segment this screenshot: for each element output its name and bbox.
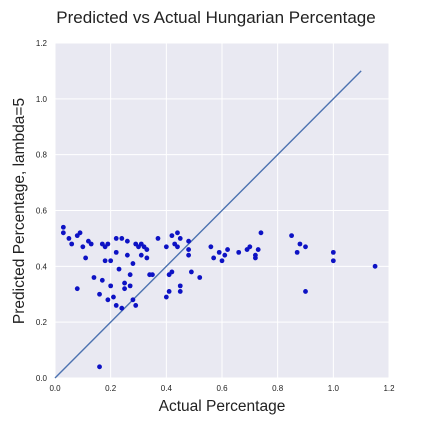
data-point	[122, 280, 127, 286]
data-point	[208, 244, 214, 250]
data-point	[122, 286, 127, 292]
chart-title: Predicted vs Actual Hungarian Percentage	[56, 8, 375, 27]
y-tick-label: 0.2	[36, 318, 48, 327]
data-point	[294, 249, 300, 255]
x-tick-labels: 0.0 0.2 0.4 0.6 0.8 1.0 1.2	[49, 384, 395, 393]
data-point	[144, 255, 150, 261]
data-point	[330, 249, 336, 255]
data-point	[69, 241, 75, 247]
data-points	[60, 224, 378, 370]
x-tick-label: 0.0	[49, 384, 61, 393]
data-point	[108, 283, 114, 289]
data-point	[119, 305, 125, 311]
data-point	[111, 294, 116, 300]
data-point	[127, 272, 133, 278]
data-point	[163, 294, 169, 300]
data-point	[177, 283, 183, 289]
data-point	[169, 269, 175, 275]
data-point	[186, 238, 192, 244]
data-point	[253, 255, 258, 261]
y-tick-label: 0.8	[36, 151, 48, 160]
data-point	[216, 249, 222, 255]
data-point	[197, 275, 203, 280]
data-point	[255, 247, 261, 252]
data-point	[169, 233, 175, 239]
y-tick-label: 0.4	[36, 262, 48, 271]
data-point	[124, 238, 130, 244]
data-point	[188, 269, 194, 275]
data-point	[177, 289, 183, 294]
reference-line	[54, 70, 362, 379]
x-tick-label: 0.8	[272, 384, 284, 393]
data-point	[236, 249, 242, 255]
data-point	[83, 255, 89, 261]
data-point	[219, 258, 225, 264]
data-point	[211, 255, 217, 261]
data-point	[138, 252, 144, 258]
data-point	[113, 236, 119, 241]
data-point	[60, 224, 66, 230]
data-point	[127, 283, 133, 289]
data-point	[60, 230, 66, 236]
data-point	[372, 263, 378, 269]
data-point	[166, 289, 172, 294]
data-point	[105, 297, 111, 303]
data-point	[133, 303, 139, 308]
data-point	[97, 291, 102, 297]
data-point	[119, 236, 125, 241]
data-point	[330, 258, 336, 264]
data-point	[77, 230, 83, 236]
data-point	[186, 247, 192, 252]
data-point	[297, 241, 303, 247]
data-point	[150, 272, 155, 278]
data-point	[175, 230, 180, 236]
data-point	[258, 230, 264, 236]
data-point	[97, 364, 102, 370]
x-tick-label: 0.6	[216, 384, 228, 393]
data-point	[108, 258, 114, 264]
y-tick-label: 0.6	[36, 207, 48, 216]
y-tick-label: 0.0	[36, 374, 48, 383]
y-tick-label: 1.0	[36, 95, 48, 104]
data-point	[303, 289, 308, 294]
data-point	[303, 244, 308, 250]
x-tick-label: 0.2	[105, 384, 117, 393]
data-point	[222, 252, 228, 258]
data-point	[105, 241, 111, 247]
data-point	[186, 252, 192, 258]
data-point	[88, 241, 94, 247]
data-point	[144, 247, 150, 252]
x-tick-label: 1.0	[328, 384, 340, 393]
reference-line-layer	[54, 70, 362, 379]
data-point	[91, 275, 97, 280]
data-point	[175, 244, 180, 250]
data-point	[99, 277, 105, 283]
data-point	[74, 286, 80, 292]
data-point	[80, 244, 86, 250]
data-point	[163, 244, 169, 250]
data-point	[124, 252, 130, 258]
y-axis-title: Predicted Percentage, lambda=5	[11, 98, 28, 324]
data-point	[177, 236, 183, 241]
x-axis-title: Actual Percentage	[159, 398, 286, 415]
data-point	[66, 236, 72, 241]
data-point	[130, 261, 136, 266]
x-tick-label: 1.2	[383, 384, 395, 393]
data-point	[113, 303, 119, 308]
data-point	[225, 247, 230, 252]
data-point	[113, 249, 119, 255]
x-tick-label: 0.4	[161, 384, 173, 393]
data-point	[289, 233, 294, 239]
data-point	[247, 244, 253, 250]
data-point	[116, 266, 122, 272]
data-point	[102, 258, 108, 264]
data-point	[155, 236, 161, 241]
y-tick-labels: 0.0 0.2 0.4 0.6 0.8 1.0 1.2	[36, 39, 48, 383]
data-point	[130, 297, 136, 303]
y-tick-label: 1.2	[36, 39, 48, 48]
